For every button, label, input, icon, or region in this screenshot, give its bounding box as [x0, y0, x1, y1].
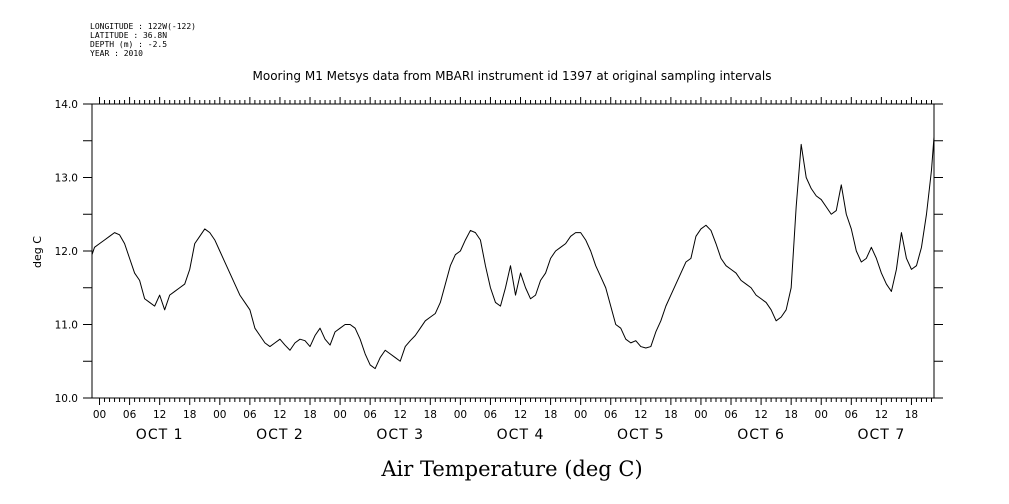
x-tick-label: 18 — [905, 409, 918, 421]
x-tick-label: 12 — [153, 409, 166, 421]
plot-frame — [91, 103, 935, 399]
x-tick-label: 12 — [754, 409, 767, 421]
x-tick-label: 00 — [815, 409, 828, 421]
x-tick-label: 18 — [784, 409, 797, 421]
x-tick-label: 00 — [574, 409, 587, 421]
x-day-label: OCT 3 — [376, 427, 424, 443]
metadata-block: LONGITUDE : 122W(-122) LATITUDE : 36.8N … — [90, 22, 196, 58]
x-tick-label: 00 — [333, 409, 346, 421]
y-tick-label: 13.0 — [55, 173, 78, 185]
series-group — [91, 137, 935, 370]
x-tick-label: 00 — [694, 409, 707, 421]
x-axis-label: Air Temperature (deg C) — [380, 457, 642, 481]
x-tick-label: 12 — [634, 409, 647, 421]
y-tick-label: 12.0 — [55, 246, 78, 258]
x-tick-label: 06 — [243, 409, 257, 421]
x-tick-label: 00 — [454, 409, 467, 421]
year-text: YEAR : 2010 — [90, 49, 143, 58]
x-tick-label: 12 — [394, 409, 407, 421]
x-tick-label: 06 — [484, 409, 498, 421]
air-temperature-line — [91, 137, 935, 370]
longitude-text: LONGITUDE : 122W(-122) — [90, 22, 196, 31]
x-tick-label: 00 — [213, 409, 226, 421]
x-tick-label: 12 — [273, 409, 286, 421]
tick-marks — [83, 97, 943, 405]
x-tick-label: 06 — [845, 409, 859, 421]
x-day-label: OCT 4 — [497, 427, 545, 443]
x-tick-label: 06 — [724, 409, 738, 421]
x-tick-label: 06 — [123, 409, 137, 421]
x-tick-label: 18 — [303, 409, 316, 421]
x-day-label: OCT 5 — [617, 427, 665, 443]
depth-text: DEPTH (m) : -2.5 — [90, 40, 168, 49]
x-tick-label: 18 — [544, 409, 557, 421]
x-tick-label: 18 — [183, 409, 196, 421]
x-day-label: OCT 1 — [136, 427, 184, 443]
x-tick-label: 00 — [93, 409, 106, 421]
x-day-label: OCT 2 — [256, 427, 304, 443]
x-tick-label: 06 — [604, 409, 618, 421]
latitude-text: LATITUDE : 36.8N — [90, 31, 168, 40]
tick-labels: 00 06 12 18 00 06 12 18 00 06 12 18 00 06 12 18 00 06 12 18… — [55, 99, 919, 443]
chart-title: Mooring M1 Metsys data from MBARI instru… — [253, 69, 772, 83]
x-day-label: OCT 6 — [737, 427, 785, 443]
x-tick-label: 18 — [424, 409, 437, 421]
x-tick-label: 12 — [875, 409, 888, 421]
y-tick-label: 10.0 — [55, 393, 78, 405]
x-tick-label: 18 — [664, 409, 677, 421]
y-tick-label: 14.0 — [55, 99, 78, 111]
x-tick-label: 12 — [514, 409, 527, 421]
y-tick-label: 11.0 — [55, 320, 78, 332]
x-tick-label: 06 — [363, 409, 377, 421]
x-day-label: OCT 7 — [858, 427, 906, 443]
y-axis-label: deg C — [31, 236, 44, 268]
